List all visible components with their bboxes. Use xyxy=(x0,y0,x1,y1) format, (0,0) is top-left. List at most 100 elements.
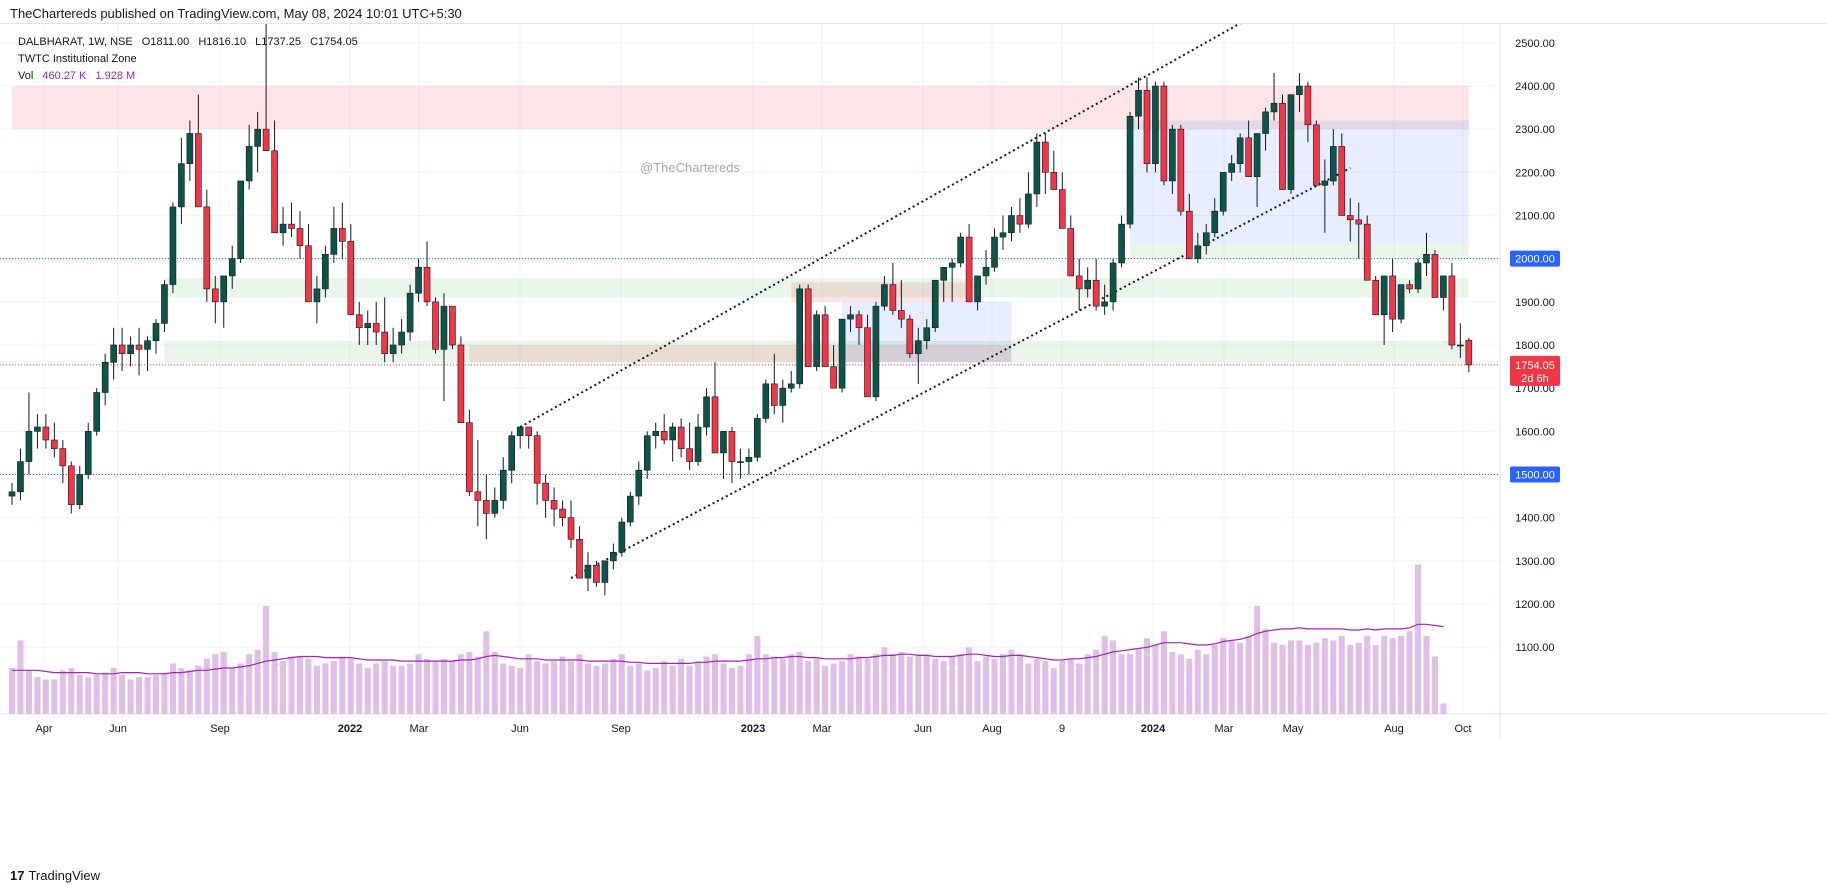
volume-bar xyxy=(1084,654,1091,714)
volume-bar xyxy=(1186,658,1193,714)
volume-bar xyxy=(1406,631,1413,714)
candle xyxy=(1270,73,1278,121)
volume-bar xyxy=(186,670,193,714)
candle-body-up xyxy=(652,431,660,436)
level-price-tag xyxy=(1510,466,1560,483)
candle-body-up xyxy=(745,456,753,462)
candle xyxy=(855,310,863,346)
candle xyxy=(821,306,829,367)
candle-body-up xyxy=(110,344,117,363)
candle xyxy=(593,560,600,587)
candle-body-up xyxy=(838,318,846,389)
close-value: C1754.05 xyxy=(310,36,358,48)
time-tick-label: Mar xyxy=(410,723,429,735)
volume-bar xyxy=(856,656,862,714)
volume-bar xyxy=(864,658,871,714)
candle-body-up xyxy=(169,206,177,285)
candle xyxy=(372,301,380,346)
volume-bar xyxy=(1152,645,1159,714)
candle xyxy=(982,250,990,285)
price-chart[interactable]: @TheChartereds 1100.00 1200.00 1300.00 1400… xyxy=(0,24,1827,864)
candle-body-down xyxy=(466,422,473,493)
volume-bar xyxy=(474,656,481,714)
symbol-name[interactable]: DALBHARAT, 1W, NSE xyxy=(18,36,133,48)
volume-bar xyxy=(1279,645,1286,714)
demand-zone xyxy=(164,278,1469,298)
volume-bar xyxy=(1431,656,1438,714)
volume-bar xyxy=(424,658,431,714)
tradingview-logo-icon[interactable]: 17 xyxy=(10,868,25,883)
volume-bars xyxy=(9,564,1447,714)
candle-body-down xyxy=(51,439,58,449)
time-tick-label: 2022 xyxy=(338,723,362,735)
volume-bar xyxy=(330,661,337,714)
volume-bar xyxy=(102,672,109,714)
candle xyxy=(1457,323,1464,358)
volume-bar xyxy=(635,663,642,714)
candle-body-down xyxy=(1160,85,1168,182)
candle-body-up xyxy=(1025,193,1032,225)
candle-body-up xyxy=(627,495,634,523)
chart-legend: DALBHARAT, 1W, NSE O1811.00 H1816.10 L17… xyxy=(18,34,358,85)
volume-label[interactable]: Vol xyxy=(18,70,34,82)
time-axis: Apr Jun Sep 2022 Mar Jun Sep 2023 Mar Jun Aug 9 2024… xyxy=(35,723,1471,735)
candle-body-down xyxy=(906,318,914,354)
candle-body-down xyxy=(1279,102,1286,190)
candle-body-up xyxy=(584,564,592,579)
candle xyxy=(864,314,871,398)
brand-name[interactable]: TradingView xyxy=(28,868,101,883)
candle-body-up xyxy=(406,292,414,333)
volume-bar xyxy=(974,661,981,714)
volume-bar xyxy=(356,663,363,714)
volume-bar xyxy=(1287,640,1294,714)
candle-body-down xyxy=(483,500,490,514)
volume-bar xyxy=(1211,645,1218,714)
candle-body-down xyxy=(432,301,439,350)
candle xyxy=(584,552,592,592)
candle-body-up xyxy=(8,491,16,497)
candle xyxy=(737,448,744,479)
candle-body-down xyxy=(1406,284,1413,290)
volume-bar xyxy=(737,665,744,714)
candle-body-down xyxy=(67,465,75,506)
candle-body-up xyxy=(1228,163,1235,173)
candle xyxy=(203,189,211,302)
volume-bar xyxy=(339,656,346,714)
candle xyxy=(262,24,270,152)
volume-bar xyxy=(288,656,295,714)
time-tick-label: 9 xyxy=(1059,723,1065,735)
volume-bar xyxy=(796,651,803,714)
candle xyxy=(610,543,617,570)
volume-bar xyxy=(347,658,354,714)
candle xyxy=(313,275,321,324)
demand-zone xyxy=(1130,243,1469,259)
candle xyxy=(974,275,981,311)
candle-body-up xyxy=(1152,85,1159,164)
candle-body-up xyxy=(762,383,770,419)
volume-bar xyxy=(889,654,896,714)
candle-body-up xyxy=(1211,210,1219,234)
candle xyxy=(1321,159,1329,233)
volume-bar xyxy=(305,658,312,714)
candle-body-down xyxy=(1372,279,1379,316)
candle-body-up xyxy=(940,267,948,281)
candle-body-up xyxy=(186,133,194,164)
candle xyxy=(881,275,888,311)
volume-bar xyxy=(1220,638,1227,714)
candle-body-up xyxy=(618,521,626,553)
candle xyxy=(406,284,414,341)
indicator-name[interactable]: TWTC Institutional Zone xyxy=(18,53,137,65)
volume-bar xyxy=(1338,635,1345,714)
volume-bar xyxy=(1110,640,1117,714)
candle xyxy=(34,414,41,449)
candle-body-down xyxy=(372,323,380,333)
candle-body-up xyxy=(389,344,397,354)
volume-bar xyxy=(762,654,769,714)
candle xyxy=(643,431,651,479)
candle xyxy=(567,500,575,548)
candle-body-up xyxy=(415,267,422,294)
volume-bar xyxy=(610,658,617,714)
candle xyxy=(779,379,787,423)
volume-bar xyxy=(280,661,287,714)
candle-body-down xyxy=(542,482,549,501)
